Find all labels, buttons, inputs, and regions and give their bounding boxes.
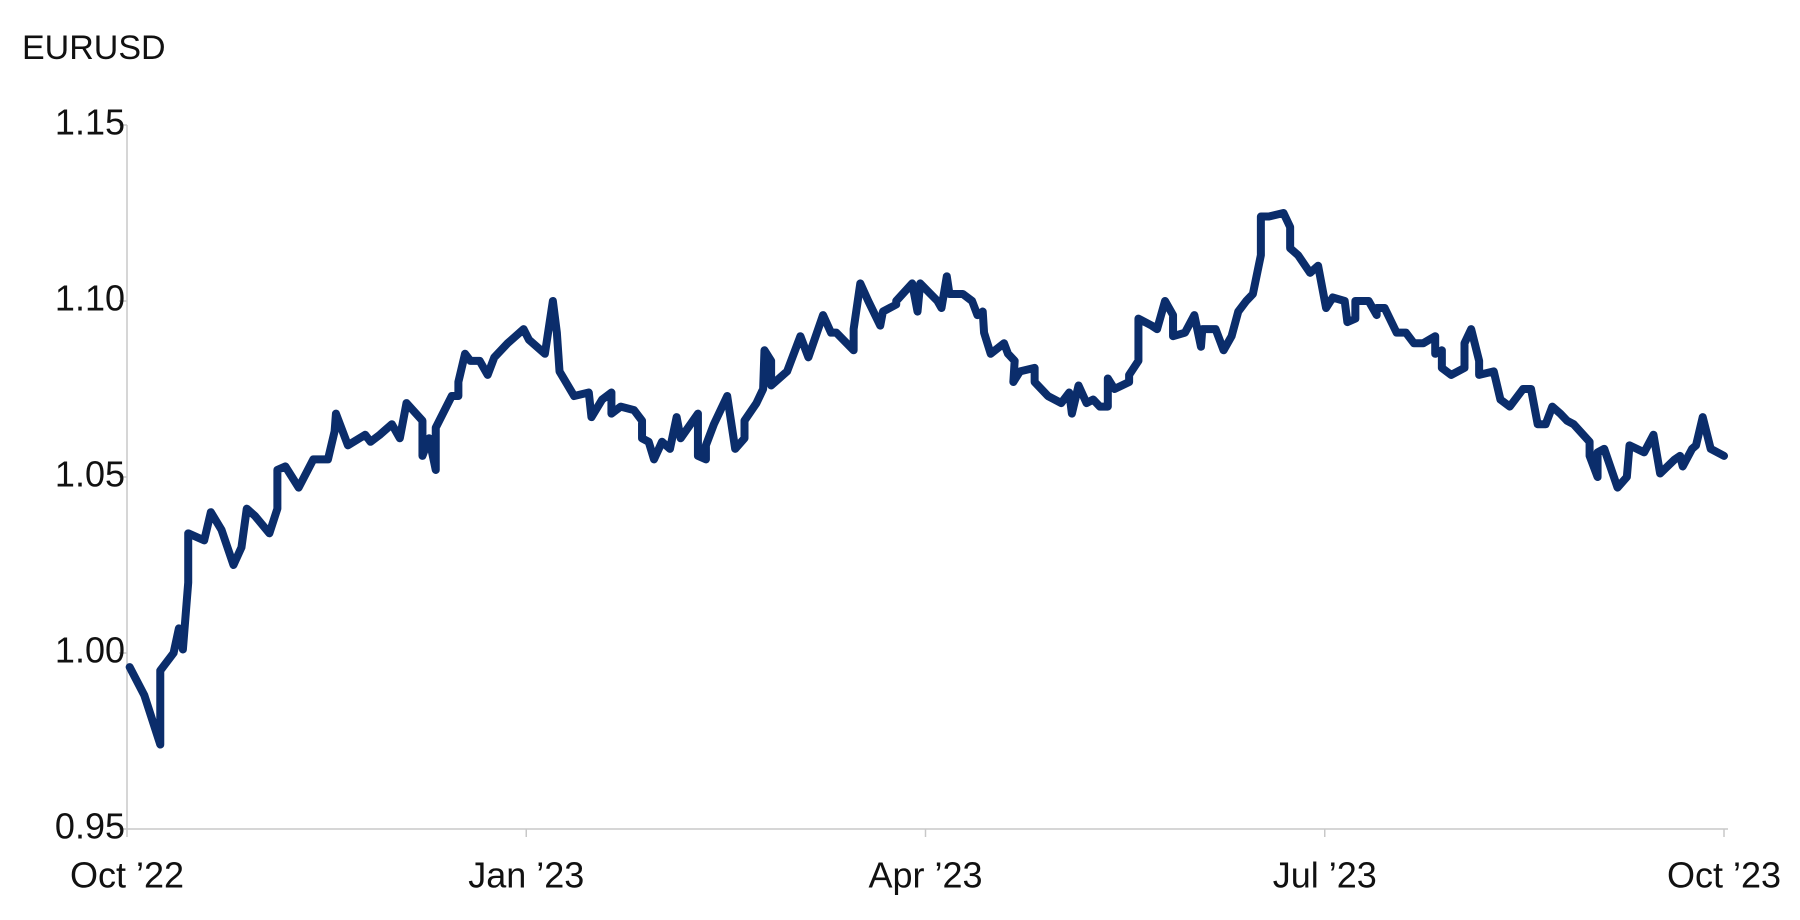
x-tick-label: Jan ’23 xyxy=(468,855,584,896)
x-tick-label: Jul ’23 xyxy=(1273,855,1377,896)
x-tick-label: Oct ’22 xyxy=(70,855,184,896)
y-tick-label: 1.00 xyxy=(55,630,125,671)
y-tick-label: 1.10 xyxy=(55,278,125,319)
chart-title: EURUSD xyxy=(22,29,166,67)
series-line xyxy=(125,209,1728,749)
y-tick-label: 1.15 xyxy=(55,102,125,143)
x-tick-label: Oct ’23 xyxy=(1667,855,1781,896)
y-tick-label: 1.05 xyxy=(55,454,125,495)
y-tick-label: 0.95 xyxy=(55,806,125,847)
x-tick-label: Apr ’23 xyxy=(868,855,982,896)
